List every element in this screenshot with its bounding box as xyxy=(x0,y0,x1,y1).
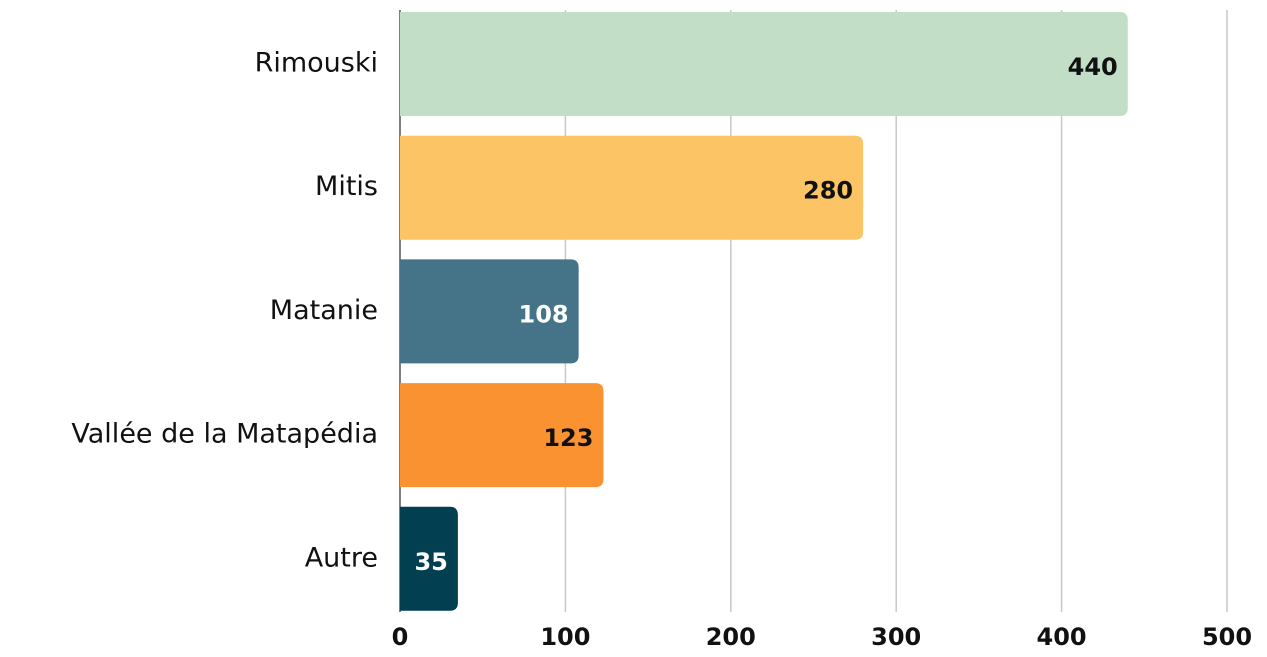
x-tick-label: 300 xyxy=(871,623,921,651)
value-label: 280 xyxy=(803,177,853,205)
value-label: 123 xyxy=(543,424,593,452)
y-tick-label: Rimouski xyxy=(255,48,378,79)
value-label: 108 xyxy=(519,300,569,328)
bar xyxy=(400,506,458,611)
x-tick-label: 500 xyxy=(1202,623,1252,651)
x-tick-label: 200 xyxy=(706,623,756,651)
bar xyxy=(400,12,1128,116)
x-tick-label: 0 xyxy=(392,623,409,651)
bar xyxy=(400,383,604,488)
x-tick-label: 100 xyxy=(540,623,590,651)
y-tick-label: Matanie xyxy=(270,295,378,326)
value-label: 35 xyxy=(414,548,447,576)
y-tick-label: Vallée de la Matapédia xyxy=(71,419,378,450)
bar xyxy=(400,259,579,364)
x-tick-label: 400 xyxy=(1037,623,1087,651)
y-tick-label: Mitis xyxy=(315,171,378,202)
bar xyxy=(400,135,864,240)
y-tick-label: Autre xyxy=(305,542,378,573)
value-label: 440 xyxy=(1068,53,1118,81)
